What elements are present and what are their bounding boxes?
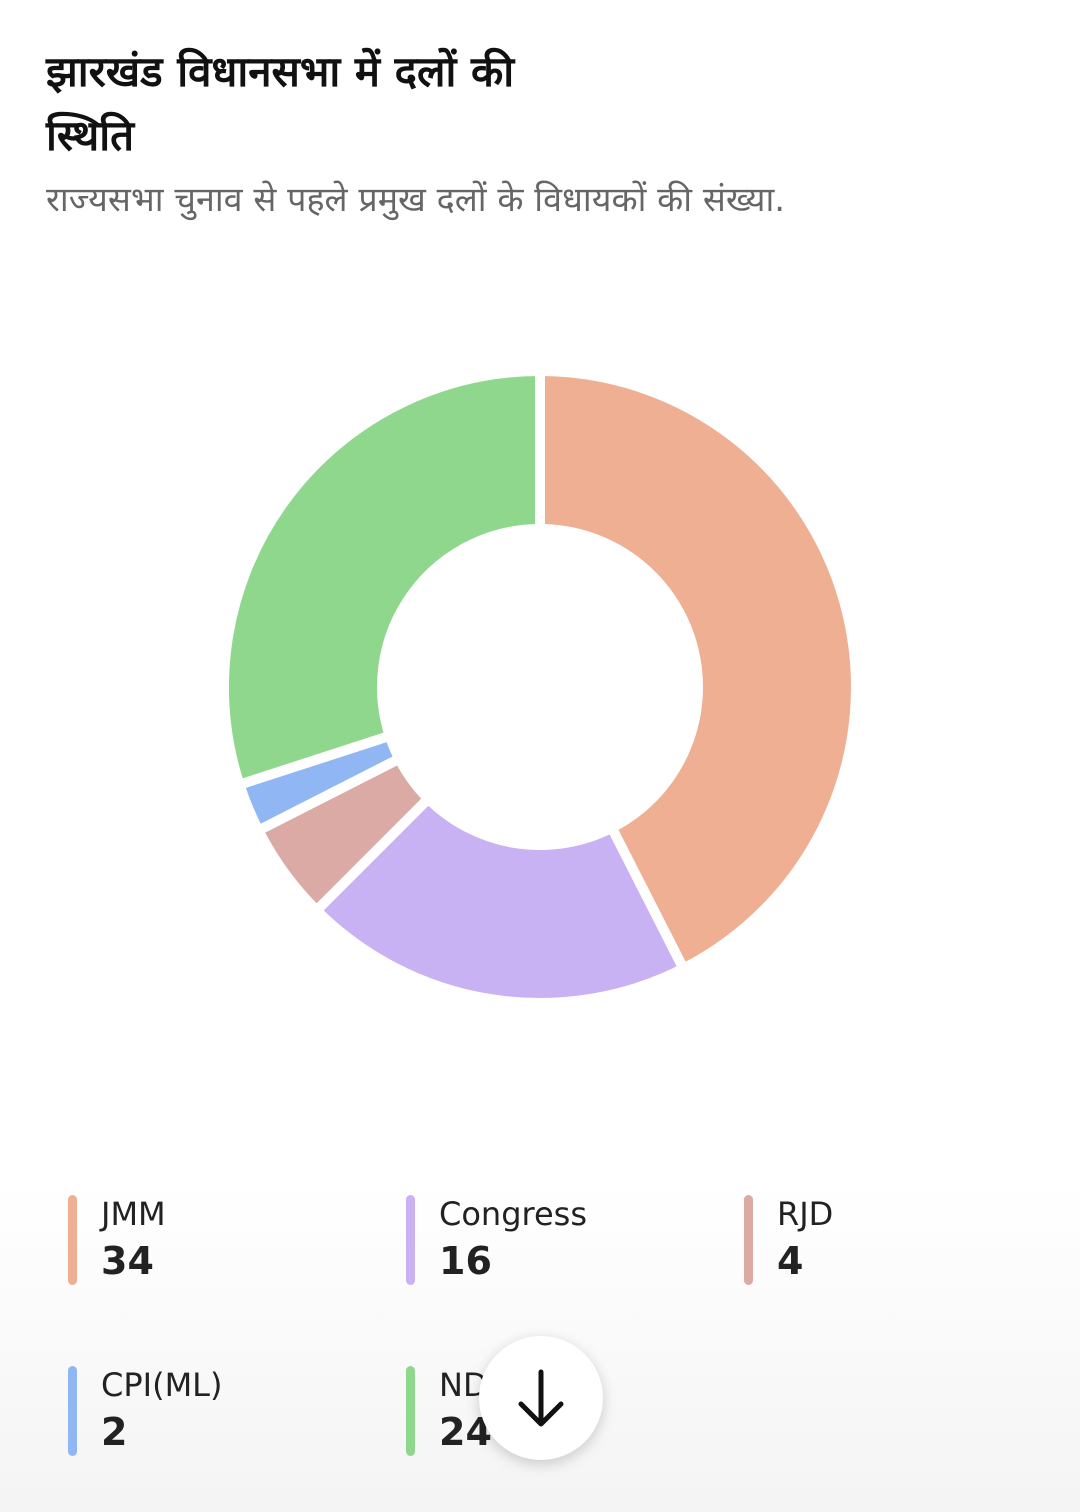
legend-value: 2 bbox=[101, 1410, 128, 1454]
legend-value: 34 bbox=[101, 1239, 154, 1283]
legend-item: Congress 16 bbox=[406, 1195, 706, 1287]
donut-segment bbox=[219, 365, 545, 791]
chart-subtitle: राज्यसभा चुनाव से पहले प्रमुख दलों के वि… bbox=[46, 180, 786, 220]
donut-segment bbox=[535, 365, 861, 976]
legend-swatch bbox=[68, 1366, 77, 1456]
legend-label: JMM bbox=[101, 1195, 166, 1233]
legend-swatch bbox=[406, 1195, 415, 1285]
arrow-icon bbox=[518, 1369, 564, 1427]
legend-label: RJD bbox=[777, 1195, 834, 1233]
legend-item: RJD 4 bbox=[744, 1195, 1044, 1287]
donut-segment bbox=[309, 791, 691, 1008]
legend-label: CPI(ML) bbox=[101, 1366, 223, 1404]
legend-value: 4 bbox=[777, 1239, 804, 1283]
legend-swatch bbox=[744, 1195, 753, 1285]
scroll-down-button[interactable] bbox=[479, 1336, 603, 1460]
legend-swatch bbox=[68, 1195, 77, 1285]
chart-title: झारखंड विधानसभा में दलों की स्थिति bbox=[46, 47, 515, 160]
legend-label: Congress bbox=[439, 1195, 587, 1233]
legend-swatch bbox=[406, 1366, 415, 1456]
chart bbox=[219, 365, 861, 1008]
legend-item: CPI(ML) 2 bbox=[68, 1366, 368, 1458]
legend-value: 16 bbox=[439, 1239, 492, 1283]
legend-item: JMM 34 bbox=[68, 1195, 368, 1287]
